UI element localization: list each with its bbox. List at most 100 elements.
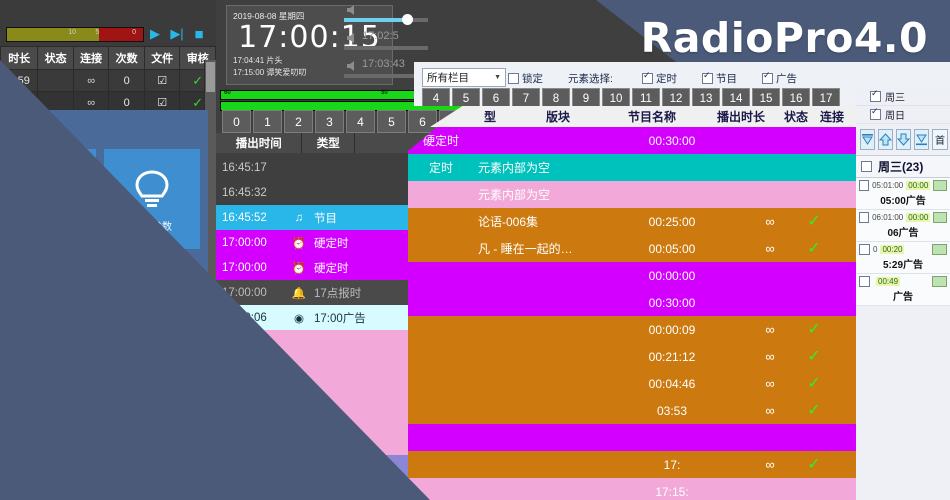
hour-button-7[interactable]: 7 — [512, 88, 540, 106]
main-col-state[interactable]: 状态 — [783, 109, 808, 124]
hour-button-6[interactable]: 6 — [408, 110, 437, 133]
spot-card[interactable]: 00:49 广告 — [856, 274, 950, 306]
hour-button-3[interactable]: 3 — [315, 110, 344, 133]
hour-button-6[interactable]: 6 — [482, 88, 510, 106]
main-col-block[interactable]: 版块 — [545, 109, 570, 124]
chevron-down-icon: ▼ — [494, 74, 501, 81]
center-col-airtime[interactable]: 播出时间 — [216, 133, 303, 153]
next-icon[interactable]: ▶| — [170, 26, 184, 41]
main-col-name[interactable]: 节目名称 — [627, 109, 676, 124]
spot-duration: 00:00 — [906, 213, 931, 222]
main-col-type[interactable]: 型 — [483, 109, 496, 124]
playback-progress[interactable]: 10 5 0 — [6, 26, 144, 42]
filter-program-box — [702, 70, 713, 84]
audit-check-icon: ✓ — [807, 212, 821, 230]
progress-tick-a: 5 — [95, 28, 100, 36]
first-button[interactable]: 首 — [932, 129, 948, 150]
bell-icon: 🔔 — [291, 287, 307, 300]
spot-checkbox[interactable] — [859, 180, 870, 191]
stop-icon[interactable]: ■ — [194, 25, 204, 43]
bottom-arrow-icon[interactable] — [914, 129, 929, 150]
cue-time-1: 17:02:5 — [362, 30, 399, 42]
spot-title: 广告 — [893, 292, 913, 303]
spot-checkbox[interactable] — [859, 212, 870, 223]
hour-button-17[interactable]: 17 — [812, 88, 840, 106]
scroll-thumb[interactable] — [206, 62, 215, 92]
hour-button-13[interactable]: 13 — [692, 88, 720, 106]
spot-card[interactable]: 06:01:00 00:00 06广告 — [856, 210, 950, 242]
center-col-type[interactable]: 类型 — [302, 133, 356, 153]
day-header-label: 周三(23) — [878, 160, 924, 174]
tile-channel-label: 频道 — [38, 220, 58, 232]
table-row[interactable]: 0:59 ∞ 0 ☑ ✓ — [0, 69, 216, 92]
spot-checkbox[interactable] — [859, 276, 870, 287]
cell-name: 元素内部为空 — [478, 161, 551, 175]
tile-tech-audit-params[interactable]: 技审参数 — [104, 149, 200, 249]
spot-card[interactable]: 0 00:20 5:29广告 — [856, 242, 950, 274]
spot-checkbox[interactable] — [859, 244, 870, 255]
hour-button-16[interactable]: 16 — [782, 88, 810, 106]
filter-ad-checkbox[interactable]: 广告 — [762, 70, 797, 86]
alarm-icon: ⏰ — [291, 237, 307, 250]
spot-status-icon — [933, 180, 947, 191]
cell-type: 硬定时 — [314, 237, 349, 250]
spot-status-icon — [932, 244, 947, 255]
week-checkbox-box — [870, 106, 881, 120]
spot-status-icon — [933, 212, 947, 223]
week-checkbox-label: 周日 — [885, 111, 905, 122]
cue-speaker-icon-2 — [347, 33, 354, 43]
left-col-duration[interactable]: 时长 — [0, 46, 39, 70]
settings-panel: 设置 频道 技审参数 — [0, 110, 208, 295]
audit-check-icon: ✓ — [807, 401, 821, 419]
week-checkbox-box — [870, 88, 881, 102]
cue-track-2[interactable] — [344, 46, 428, 50]
alarm-icon: ⏰ — [291, 262, 307, 275]
lock-checkbox[interactable]: 锁定 — [508, 71, 543, 86]
filter-timer-checkbox[interactable]: 定时 — [642, 70, 677, 86]
cell-type: 节目 — [314, 212, 337, 225]
hour-button-12[interactable]: 12 — [662, 88, 690, 106]
day-select-checkbox[interactable] — [861, 161, 872, 172]
hour-buttons-right: 4 5 6 7 8 9 10 11 12 13 14 15 16 17 — [422, 88, 840, 106]
tile-server-settings[interactable]: 服务器设置 — [0, 298, 215, 426]
top-arrow-icon[interactable] — [860, 129, 875, 150]
spot-card[interactable]: 05:01:00 00:00 05:00广告 — [856, 178, 950, 210]
cell-type: 节目 — [314, 487, 337, 500]
tile-channel[interactable]: 频道 — [0, 149, 96, 249]
hour-button-10[interactable]: 10 — [602, 88, 630, 106]
film-icon: 🎬 — [291, 462, 307, 475]
main-col-duration[interactable]: 播出时长 — [716, 109, 765, 124]
left-col-link[interactable]: 连接 — [72, 46, 110, 70]
hour-button-8[interactable]: 8 — [542, 88, 570, 106]
hour-button-4[interactable]: 4 — [422, 88, 450, 106]
hour-button-9[interactable]: 9 — [572, 88, 600, 106]
play-icon[interactable]: ▶ — [150, 26, 160, 41]
cue-knob-1[interactable] — [402, 14, 413, 25]
link-icon: ∞ — [72, 69, 110, 92]
tv-icon — [25, 168, 71, 206]
hour-button-14[interactable]: 14 — [722, 88, 750, 106]
hour-button-4[interactable]: 4 — [346, 110, 375, 133]
hour-button-2[interactable]: 2 — [284, 110, 313, 133]
left-col-file[interactable]: 文件 — [143, 46, 181, 70]
filter-program-checkbox[interactable]: 节目 — [702, 70, 737, 86]
week-checkbox-1[interactable]: 周三 — [856, 88, 950, 106]
hour-button-1[interactable]: 1 — [253, 110, 282, 133]
main-col-conn[interactable]: 连接 — [819, 109, 844, 124]
left-col-state[interactable]: 状态 — [37, 46, 74, 70]
hour-button-5[interactable]: 5 — [377, 110, 406, 133]
cell-airtime: 17:04:03 — [222, 386, 267, 399]
hour-button-15[interactable]: 15 — [752, 88, 780, 106]
hour-button-5[interactable]: 5 — [452, 88, 480, 106]
audit-check-icon: ✓ — [807, 374, 821, 392]
hour-button-11[interactable]: 11 — [632, 88, 660, 106]
left-col-count[interactable]: 次数 — [108, 46, 145, 70]
cell-airtime: 17:02:59 — [222, 336, 267, 349]
hour-button-0[interactable]: 0 — [222, 110, 251, 133]
column-select[interactable]: 所有栏目 ▼ — [422, 68, 506, 87]
up-arrow-icon[interactable] — [878, 129, 893, 150]
cell-duration: 03:53 — [656, 403, 688, 418]
week-checkbox-2[interactable]: 周日 — [856, 106, 950, 124]
down-arrow-icon[interactable] — [896, 129, 911, 150]
